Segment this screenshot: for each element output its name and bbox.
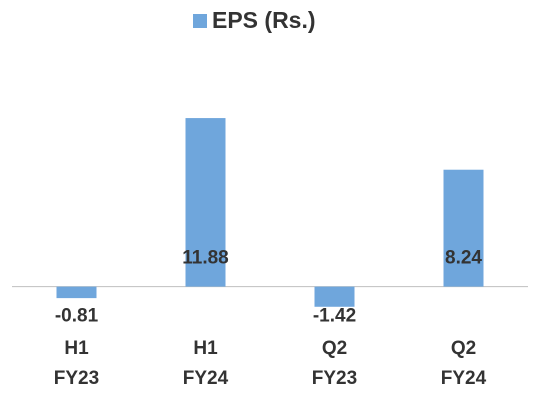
x-tick-label: Q2 FY23 bbox=[311, 338, 358, 389]
bar bbox=[314, 286, 355, 307]
x-tick-label: H1 FY24 bbox=[182, 338, 229, 389]
data-label: 8.24 bbox=[445, 248, 482, 269]
bar bbox=[443, 169, 484, 287]
x-tick-label: H1 FY23 bbox=[53, 338, 100, 389]
x-tick-label: Q2 FY24 bbox=[440, 338, 487, 389]
legend-swatch bbox=[193, 14, 207, 28]
data-label: -0.81 bbox=[55, 306, 99, 327]
data-label: 11.88 bbox=[182, 248, 229, 269]
legend-label: EPS (Rs.) bbox=[212, 7, 316, 33]
data-label: -1.42 bbox=[313, 306, 356, 327]
bar bbox=[56, 286, 97, 299]
bar bbox=[185, 118, 226, 287]
